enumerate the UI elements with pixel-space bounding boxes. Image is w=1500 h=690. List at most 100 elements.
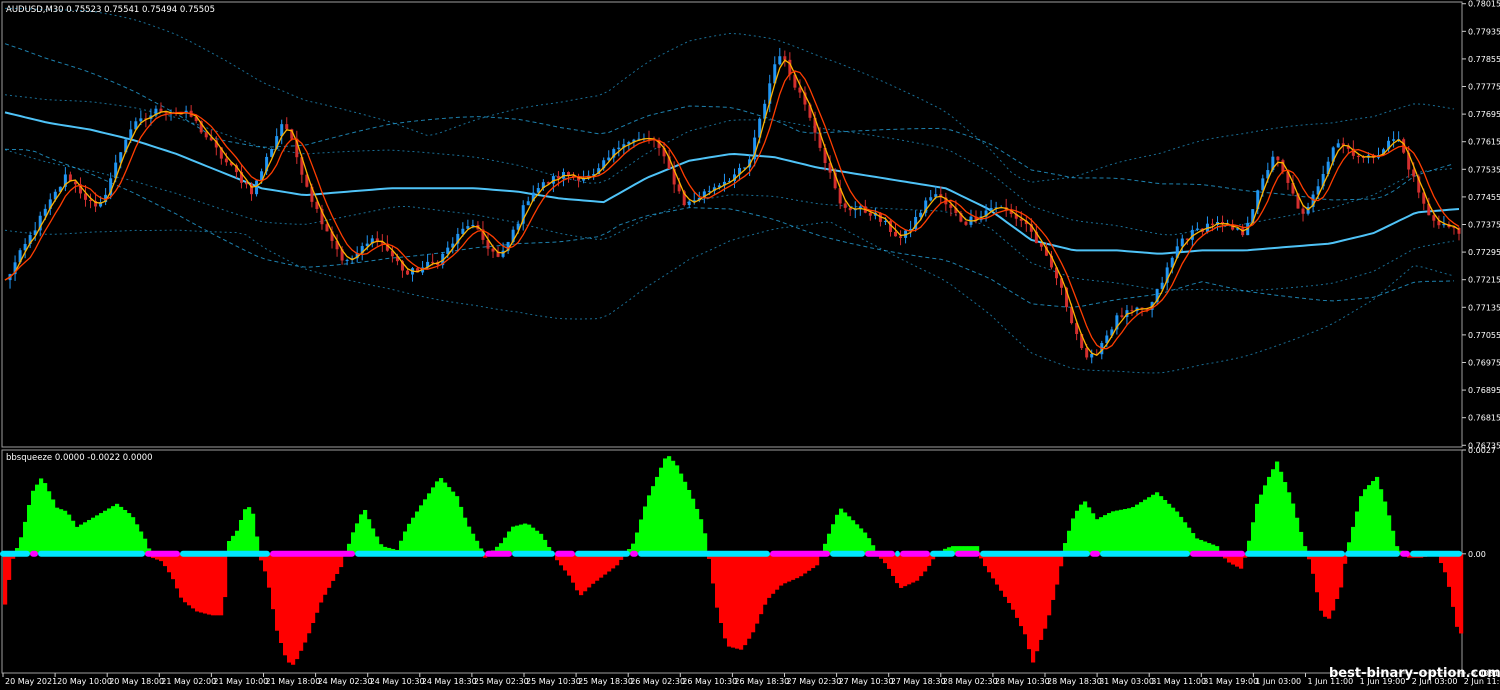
price-tick-label: 0.77615 (1468, 138, 1500, 147)
histogram-bar (59, 509, 64, 554)
histogram-bar (131, 517, 136, 554)
candle-body (1266, 170, 1270, 179)
squeeze-dot-segment (830, 550, 865, 557)
histogram-bar (1255, 503, 1260, 554)
histogram-bar (451, 491, 456, 554)
histogram-bar (1175, 511, 1180, 554)
histogram-bar (1287, 492, 1292, 554)
histogram-bar (1447, 553, 1452, 587)
histogram-bar (811, 553, 816, 569)
candle-body (833, 172, 837, 189)
histogram-bar (1083, 501, 1088, 554)
histogram-bar (1231, 553, 1236, 565)
candle-body (1382, 149, 1386, 156)
histogram-bar (1323, 553, 1328, 617)
candle-body (1336, 143, 1340, 148)
histogram-bar (1283, 482, 1288, 554)
candle-body (405, 270, 409, 275)
candle-body (1140, 307, 1144, 309)
histogram-bar (91, 517, 96, 554)
candle-body (566, 172, 570, 177)
histogram-bar (1251, 522, 1256, 554)
bollinger-band-line (4, 221, 1455, 374)
candle-body (1190, 229, 1194, 240)
histogram-bar (163, 553, 168, 567)
candle-body (607, 157, 611, 161)
histogram-bar (1211, 544, 1216, 554)
candle-body (682, 191, 686, 206)
histogram-bar (1439, 553, 1444, 564)
histogram-bar (179, 553, 184, 598)
histogram-bar (763, 553, 768, 605)
candle-body (1301, 208, 1305, 214)
candle-body (758, 118, 762, 138)
histogram-bar (927, 553, 932, 566)
histogram-bar (347, 543, 352, 554)
histogram-bar (675, 465, 680, 554)
squeeze-dots (0, 550, 1462, 557)
histogram-bar (1291, 503, 1296, 554)
histogram-bar (1019, 553, 1024, 627)
candle-body (63, 174, 67, 187)
price-tick-label: 0.77295 (1468, 248, 1500, 257)
candle-body (83, 193, 87, 200)
histogram-bar (167, 553, 172, 573)
candle-body (461, 228, 465, 234)
histogram-bar (771, 553, 776, 594)
candle-body (1311, 194, 1315, 207)
candle-body (1130, 310, 1134, 312)
candle-body (526, 201, 530, 206)
candle-body (89, 199, 93, 202)
histogram-bar (443, 482, 448, 554)
candle-body (320, 208, 324, 225)
candle-body (894, 231, 898, 237)
watermark: best-binary-option.com (1329, 666, 1500, 681)
candle-body (58, 186, 62, 192)
candle-body (818, 132, 822, 148)
histogram-bar (1067, 530, 1072, 554)
candle-body (954, 207, 958, 214)
histogram-bar (475, 540, 480, 554)
histogram-bar (263, 553, 268, 572)
candle-body (1341, 143, 1345, 146)
candle-body (984, 210, 988, 217)
histogram-bar (159, 553, 164, 562)
candle-body (1261, 178, 1265, 191)
histogram-bar (423, 499, 428, 554)
candle-body (1356, 155, 1360, 157)
candle-body (345, 259, 349, 261)
histogram-bar (1359, 496, 1364, 554)
time-tick-label: 31 May 19:00 (1203, 677, 1258, 686)
histogram-bar (871, 545, 876, 554)
ma-line-slow (4, 111, 1460, 255)
price-tick-label: 0.76735 (1468, 441, 1500, 450)
candle-body (823, 147, 827, 164)
candle-body (773, 64, 777, 84)
bollinger-band-line (4, 149, 1455, 292)
candle-body (687, 201, 691, 206)
histogram-bar (419, 505, 424, 554)
histogram-bar (807, 553, 812, 571)
histogram-bar (1039, 553, 1044, 640)
candle-body (1060, 278, 1064, 288)
histogram-bar (743, 553, 748, 646)
histogram-bar (647, 495, 652, 554)
candle-body (486, 239, 490, 249)
candle-body (265, 156, 269, 172)
indicator-panel-title: bbsqueeze 0.0000 -0.0022 0.0000 (6, 453, 153, 463)
squeeze-dot-segment (180, 550, 270, 557)
histogram-bar (627, 549, 632, 554)
histogram-bar (867, 538, 872, 554)
candle-body (1080, 334, 1084, 349)
histogram-bar (1315, 553, 1320, 593)
candle-body (1085, 348, 1089, 358)
histogram-bar (519, 524, 524, 554)
histogram-bar (1339, 553, 1344, 588)
squeeze-dot-segment (930, 550, 955, 557)
candle-body (868, 212, 872, 216)
candle-body (1321, 173, 1325, 187)
histogram-bar (295, 553, 300, 660)
histogram-bar (947, 547, 952, 554)
candle-body (1115, 315, 1119, 330)
